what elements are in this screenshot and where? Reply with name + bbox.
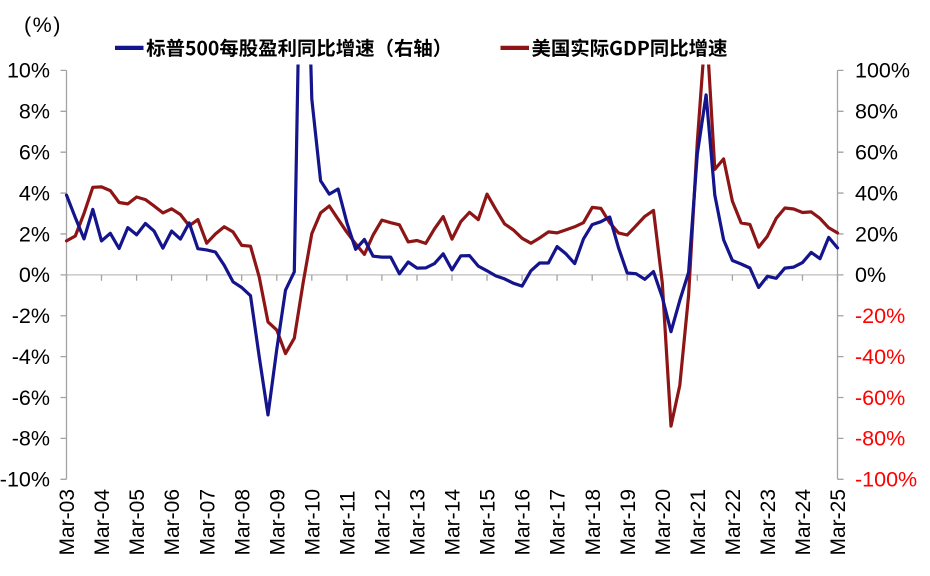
- svg-text:-40%: -40%: [855, 345, 905, 369]
- svg-text:Mar-07: Mar-07: [196, 489, 219, 556]
- svg-text:Mar-18: Mar-18: [582, 489, 605, 556]
- svg-text:Mar-20: Mar-20: [652, 489, 675, 556]
- svg-text:Mar-06: Mar-06: [161, 489, 184, 556]
- svg-text:Mar-11: Mar-11: [337, 491, 360, 556]
- svg-text:Mar-12: Mar-12: [372, 489, 395, 556]
- svg-text:100%: 100%: [855, 59, 910, 83]
- svg-text:Mar-08: Mar-08: [231, 489, 254, 556]
- svg-text:8%: 8%: [19, 100, 50, 124]
- svg-text:2%: 2%: [19, 222, 50, 246]
- svg-text:-4%: -4%: [12, 345, 50, 369]
- svg-text:Mar-17: Mar-17: [547, 489, 570, 556]
- svg-text:-8%: -8%: [12, 427, 50, 451]
- svg-text:Mar-24: Mar-24: [792, 489, 815, 556]
- svg-text:Mar-19: Mar-19: [617, 489, 640, 556]
- svg-text:-80%: -80%: [855, 427, 905, 451]
- svg-text:-60%: -60%: [855, 386, 905, 410]
- svg-text:60%: 60%: [855, 141, 898, 165]
- svg-text:Mar-15: Mar-15: [477, 489, 500, 556]
- svg-text:-10%: -10%: [0, 468, 50, 492]
- svg-text:Mar-22: Mar-22: [722, 489, 745, 556]
- svg-text:-6%: -6%: [12, 386, 50, 410]
- svg-text:Mar-13: Mar-13: [407, 489, 430, 556]
- svg-text:Mar-05: Mar-05: [126, 489, 149, 556]
- svg-text:-100%: -100%: [855, 468, 917, 492]
- svg-text:Mar-21: Mar-21: [687, 489, 710, 556]
- svg-text:80%: 80%: [855, 100, 898, 124]
- svg-text:20%: 20%: [855, 222, 898, 246]
- svg-text:10%: 10%: [7, 59, 50, 83]
- svg-text:6%: 6%: [19, 141, 50, 165]
- svg-text:-20%: -20%: [855, 304, 905, 328]
- svg-text:Mar-14: Mar-14: [442, 489, 465, 556]
- svg-text:Mar-16: Mar-16: [512, 489, 535, 556]
- svg-text:0%: 0%: [19, 263, 50, 287]
- svg-text:Mar-03: Mar-03: [56, 489, 79, 556]
- svg-text:Mar-10: Mar-10: [301, 489, 324, 556]
- svg-text:Mar-23: Mar-23: [757, 489, 780, 556]
- svg-text:Mar-09: Mar-09: [266, 489, 289, 556]
- svg-text:(%): (%): [24, 13, 62, 37]
- svg-text:Mar-04: Mar-04: [91, 489, 114, 556]
- svg-text:Mar-25: Mar-25: [827, 489, 850, 556]
- svg-text:4%: 4%: [19, 181, 50, 205]
- svg-text:-2%: -2%: [12, 304, 50, 328]
- svg-text:0%: 0%: [855, 263, 886, 287]
- svg-text:40%: 40%: [855, 181, 898, 205]
